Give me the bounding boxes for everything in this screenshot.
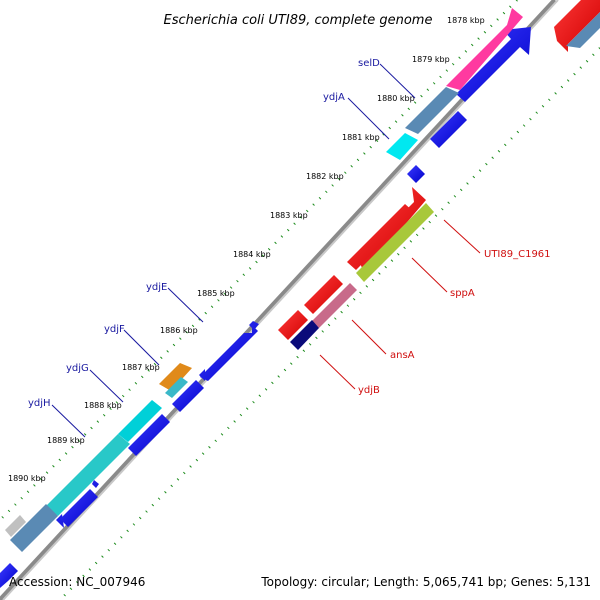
gene-label-ydjg[interactable]: ydjG bbox=[66, 363, 89, 374]
gene-arrow[interactable] bbox=[200, 325, 258, 381]
accession-text: Accession: NC_007946 bbox=[9, 575, 145, 589]
leader-line bbox=[90, 370, 123, 402]
leader-line bbox=[320, 355, 355, 389]
ruler-tick-label: 1878 kbp bbox=[447, 16, 485, 25]
ruler-tick-label: 1887 kbp bbox=[122, 363, 160, 372]
ruler-tick-label: 1881 kbp bbox=[342, 133, 380, 142]
ruler-labels: 1878 kbp 1879 kbp 1880 kbp 1881 kbp 1882… bbox=[8, 16, 485, 483]
map-title: Escherichia coli UTI89, complete genome bbox=[164, 13, 433, 28]
ruler-tick-label: 1884 kbp bbox=[233, 250, 271, 259]
leader-line bbox=[444, 220, 480, 253]
ruler-tick-label: 1886 kbp bbox=[160, 326, 198, 335]
leader-line bbox=[380, 64, 415, 98]
ruler-tick-label: 1888 kbp bbox=[84, 401, 122, 410]
gene-label-sppa[interactable]: sppA bbox=[450, 288, 475, 299]
gene-label-ydjb[interactable]: ydjB bbox=[358, 385, 380, 396]
ruler-tick-label: 1890 kbp bbox=[8, 474, 46, 483]
ruler-tick-label: 1889 kbp bbox=[47, 436, 85, 445]
gene-arrow[interactable] bbox=[407, 165, 425, 183]
ruler-tick-label: 1883 kbp bbox=[270, 211, 308, 220]
inner-ruler-line bbox=[60, 48, 600, 600]
gene-label-ydjh[interactable]: ydjH bbox=[28, 398, 51, 409]
leader-line bbox=[412, 258, 447, 292]
genome-summary-text: Topology: circular; Length: 5,065,741 bp… bbox=[260, 575, 591, 589]
leader-line bbox=[352, 320, 386, 354]
ruler-tick-label: 1882 kbp bbox=[306, 172, 344, 181]
ruler-tick-label: 1879 kbp bbox=[412, 55, 450, 64]
gene-label-uti89-c1961[interactable]: UTI89_C1961 bbox=[484, 249, 551, 260]
ruler-tick-label: 1880 kbp bbox=[377, 94, 415, 103]
reverse-labels: UTI89_C1961 sppA ansA ydjB bbox=[358, 249, 551, 396]
gene-label-seld[interactable]: selD bbox=[358, 58, 380, 69]
leader-line bbox=[52, 405, 85, 437]
leader-line bbox=[124, 330, 159, 365]
gene-arrow[interactable] bbox=[456, 27, 531, 102]
gene-label-ydje[interactable]: ydjE bbox=[146, 282, 167, 293]
gene-label-ydja[interactable]: ydjA bbox=[323, 92, 345, 103]
ruler-tick-label: 1885 kbp bbox=[197, 289, 235, 298]
forward-labels: selD ydjA ydjE ydjF ydjG ydjH bbox=[28, 58, 380, 409]
gene-label-ansa[interactable]: ansA bbox=[390, 350, 415, 361]
gene-label-ydjf[interactable]: ydjF bbox=[104, 324, 125, 335]
